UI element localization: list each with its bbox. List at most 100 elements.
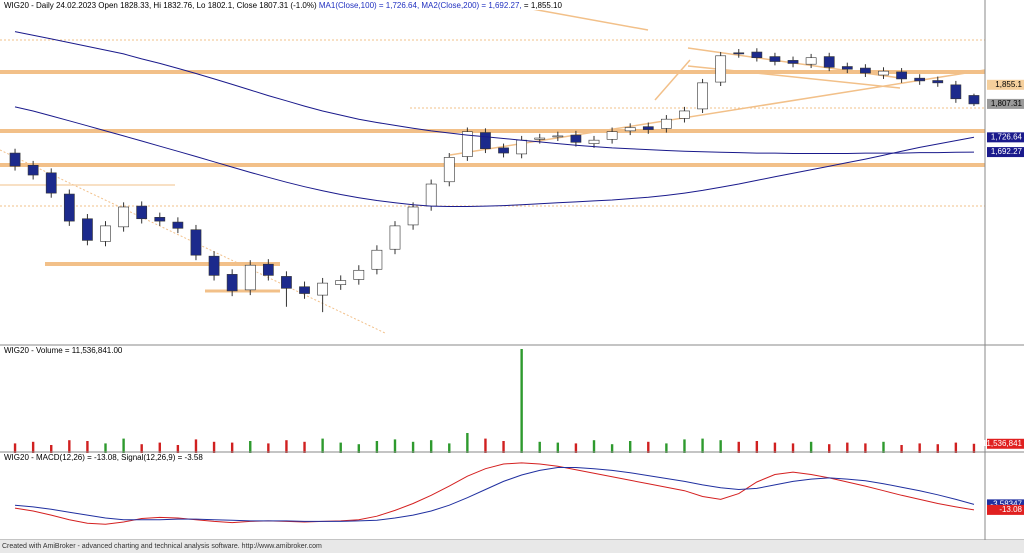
candle-body <box>118 206 129 228</box>
value-box-label: 1,692.27 <box>991 147 1023 156</box>
volume-bar <box>50 445 53 453</box>
candle-body <box>914 77 926 82</box>
candle-body <box>262 263 274 276</box>
volume-bar <box>610 444 614 453</box>
volume-bar <box>357 444 361 453</box>
series-line <box>14 462 975 525</box>
title-level: = 1,855.10 <box>523 1 562 10</box>
candle-body <box>516 139 528 155</box>
candle-body <box>100 225 111 242</box>
volume-bar <box>918 443 921 453</box>
candle-body <box>9 152 21 167</box>
volume-bar <box>86 441 89 453</box>
value-box <box>987 504 1024 515</box>
candle-body <box>461 131 473 157</box>
trend-line <box>654 59 691 101</box>
footer-bar <box>0 540 1024 553</box>
value-box <box>987 499 1024 510</box>
value-box-label: 1,726.64 <box>991 132 1023 141</box>
candle-body <box>317 282 328 296</box>
volume-bar <box>809 441 813 453</box>
volume-bar <box>864 443 867 453</box>
volume-bar <box>68 440 71 453</box>
volume-bar <box>448 443 451 453</box>
volume-bar <box>122 438 125 453</box>
candle-body <box>841 66 853 70</box>
volume-bar <box>556 442 560 453</box>
volume-bar <box>520 349 523 453</box>
volume-bar <box>755 441 759 453</box>
volume-bar <box>701 438 704 453</box>
volume-bar <box>249 441 252 453</box>
series-line <box>14 106 975 207</box>
volume-bar <box>212 441 216 453</box>
volume-bar <box>936 444 939 453</box>
volume-title: WIG20 - Volume = 11,536,841.00 <box>2 346 125 355</box>
volume-bar <box>719 440 722 453</box>
candle-body <box>299 286 310 294</box>
candle-body <box>154 217 166 222</box>
volume-bar <box>140 444 143 453</box>
volume-bar <box>194 439 198 453</box>
volume-bar <box>321 438 324 453</box>
volume-bar <box>411 441 415 453</box>
volume-bar <box>828 444 831 453</box>
candle-body <box>82 218 93 241</box>
volume-bar <box>665 443 668 453</box>
volume-bar <box>972 443 976 453</box>
candle-body <box>27 164 39 176</box>
candle-body <box>136 205 148 220</box>
title: WIG20 - Daily 24.02.2023 Open 1828.33, H… <box>4 1 317 10</box>
volume-bar <box>31 441 35 453</box>
candle-body <box>407 206 419 226</box>
volume-bar <box>339 442 342 453</box>
candle-body <box>208 255 220 276</box>
volume-bar <box>13 443 17 453</box>
candle-body <box>932 80 944 84</box>
volume-bar <box>900 445 903 453</box>
candle-body <box>769 56 781 62</box>
value-box <box>987 132 1024 143</box>
volume-bar <box>773 442 777 453</box>
volume-bar <box>375 441 379 453</box>
axis: 1,855.1 1,807.31 1,726.64 1,692.27 11,536,84… <box>983 79 1024 515</box>
candle-body <box>606 131 618 140</box>
volume-bar <box>592 440 596 453</box>
candle-body <box>443 157 455 183</box>
candle-body <box>498 147 509 154</box>
volume-bar <box>393 439 397 453</box>
candle-body <box>190 229 202 256</box>
marks <box>9 31 980 525</box>
footer: Created with AmiBroker - advanced charti… <box>2 543 322 550</box>
candle-body <box>63 193 75 222</box>
candle-body <box>823 56 835 68</box>
volume-bar <box>104 443 107 453</box>
candle-body <box>371 249 383 270</box>
volume-bar <box>303 441 306 453</box>
volume-bar <box>538 441 541 453</box>
volume-bar <box>267 443 270 453</box>
volume-bar <box>846 442 849 453</box>
volume-bar <box>954 442 958 453</box>
value-box-label: 1,807.31 <box>991 99 1023 108</box>
candle-body <box>715 55 727 83</box>
candle-body <box>335 280 347 285</box>
candle-body <box>45 172 57 194</box>
volume-bar <box>683 439 686 453</box>
candle-body <box>244 264 256 291</box>
candle-body <box>570 134 582 143</box>
value-box-label: -13.08 <box>999 505 1022 514</box>
candle-body <box>968 95 980 105</box>
title: WIG20 - MACD(12,26) = -13.08, Signal(12,… <box>4 453 203 462</box>
candle-body <box>226 274 238 292</box>
volume-bar <box>285 440 288 453</box>
candle-body <box>878 70 889 76</box>
candle-body <box>860 67 871 74</box>
volume-bar <box>429 440 433 453</box>
value-box-label: 1,855.1 <box>995 80 1022 89</box>
volume-bar <box>158 442 161 453</box>
volume-bar <box>791 443 795 453</box>
